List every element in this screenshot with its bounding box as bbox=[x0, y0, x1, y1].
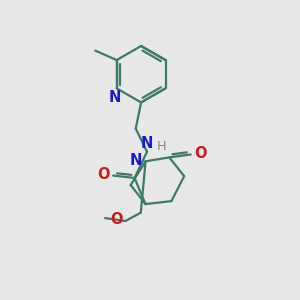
Text: O: O bbox=[194, 146, 207, 161]
Text: N: N bbox=[130, 153, 142, 168]
Text: H: H bbox=[157, 140, 166, 153]
Text: O: O bbox=[97, 167, 110, 182]
Text: O: O bbox=[110, 212, 123, 227]
Text: N: N bbox=[109, 90, 121, 105]
Text: N: N bbox=[140, 136, 153, 151]
